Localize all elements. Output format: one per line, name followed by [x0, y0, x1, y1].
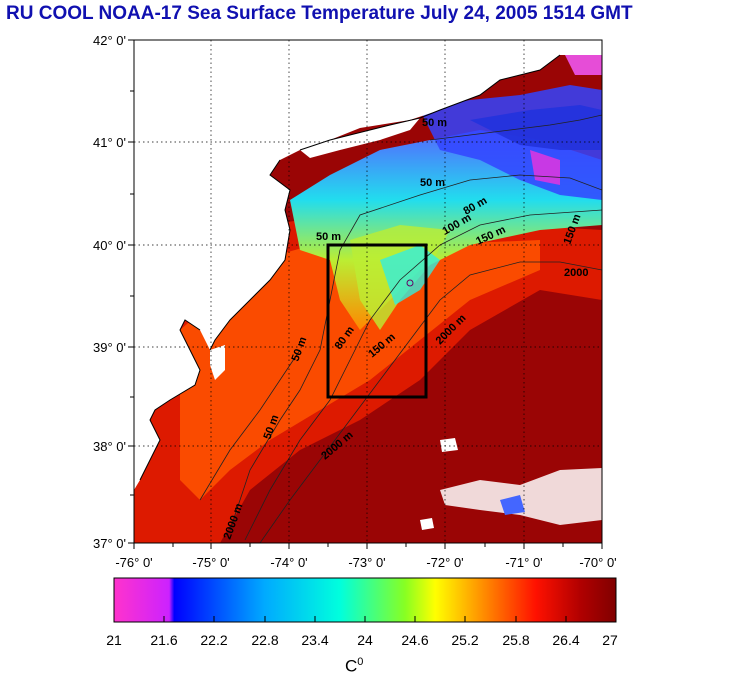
colorbar-ticks — [113, 616, 617, 622]
lat-label: 38° 0' — [93, 439, 126, 454]
contour-label: 50 m — [420, 177, 445, 189]
lon-label: -75° 0' — [192, 555, 229, 570]
colorbar-tick-label: 24 — [357, 632, 373, 648]
colorbar-unit-main: C — [345, 656, 358, 676]
map-title: RU COOL NOAA-17 Sea Surface Temperature … — [6, 3, 633, 24]
colorbar-tick-label: 22.2 — [200, 632, 227, 648]
graticule — [134, 40, 602, 543]
sst-raster — [134, 40, 602, 543]
map-frame — [133, 39, 603, 544]
axis-labels: -76° 0' -75° 0' -74° 0' -73° 0' -72° 0' … — [93, 33, 617, 570]
lat-label: 37° 0' — [93, 536, 126, 551]
lon-label: -71° 0' — [505, 555, 542, 570]
lon-label: -70° 0' — [579, 555, 616, 570]
colorbar-tick-label: 26.4 — [552, 632, 579, 648]
contour-label: 50 m — [316, 231, 341, 243]
colorbar-tick-label: 27 — [602, 632, 618, 648]
lon-label: -74° 0' — [270, 555, 307, 570]
lon-label: -73° 0' — [348, 555, 385, 570]
colorbar-tick-label: 21 — [106, 632, 122, 648]
station-marker — [406, 279, 414, 287]
colorbar-tick-label: 25.2 — [451, 632, 478, 648]
colorbar-unit-label: C0 — [345, 656, 363, 677]
colorbar-unit-sup: 0 — [357, 656, 364, 668]
contour-label: 2000 — [564, 267, 588, 279]
colorbar-tick-label: 22.8 — [251, 632, 278, 648]
lat-label: 40° 0' — [93, 238, 126, 253]
lat-label: 39° 0' — [93, 340, 126, 355]
colorbar — [113, 577, 617, 623]
study-area-box — [326, 243, 428, 399]
colorbar-tick-label: 21.6 — [150, 632, 177, 648]
contour-label: 50 m — [422, 117, 447, 129]
lat-label: 42° 0' — [93, 33, 126, 48]
colorbar-tick-label: 24.6 — [401, 632, 428, 648]
lon-label: -72° 0' — [426, 555, 463, 570]
colorbar-tick-label: 25.8 — [502, 632, 529, 648]
colorbar-tick-labels: 21 21.6 22.2 22.8 23.4 24 24.6 25.2 25.8… — [106, 632, 618, 648]
frame-ticks — [128, 39, 603, 549]
colorbar-tick-label: 23.4 — [301, 632, 328, 648]
lat-label: 41° 0' — [93, 135, 126, 150]
lon-label: -76° 0' — [115, 555, 152, 570]
